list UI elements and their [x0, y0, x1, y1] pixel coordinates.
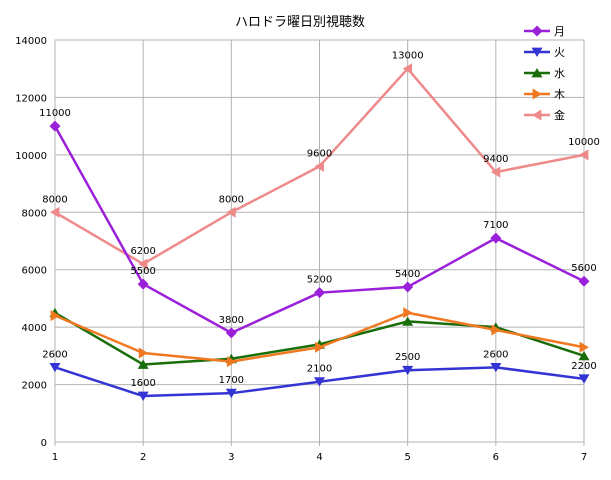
y-tick-label: 2000 [22, 381, 47, 392]
data-point [314, 287, 325, 299]
data-point [402, 365, 414, 376]
x-tick-label: 5 [404, 452, 410, 463]
data-point [50, 206, 60, 218]
data-point [226, 206, 236, 218]
data-label: 3800 [219, 315, 244, 326]
x-tick-label: 6 [493, 452, 499, 463]
data-label: 2200 [571, 361, 596, 372]
legend-marker [531, 47, 543, 57]
axes: 0 2000 4000 6000 8000 10000 12000 14000 1 2 3 4 5 6 7 [15, 36, 587, 463]
data-point [50, 310, 60, 322]
data-labels: 8000 6200 8000 9600 13000 9400 10000 11000 5500 3… [39, 51, 600, 389]
legend-marker [532, 88, 542, 100]
chart-title: ハロドラ曜日別視聴数 [235, 15, 365, 30]
legend-entry: 水 [524, 67, 565, 80]
legend-entry: 金 [524, 108, 565, 122]
legend-marker [531, 68, 543, 78]
data-label: 11000 [39, 108, 71, 119]
series-group [49, 63, 590, 402]
data-point [225, 388, 237, 399]
data-point [225, 327, 237, 339]
y-tick-label: 8000 [22, 208, 47, 219]
series-1 [49, 120, 590, 339]
data-point [491, 324, 501, 336]
data-point [403, 307, 413, 319]
data-point [314, 160, 324, 172]
data-point [579, 341, 589, 353]
data-point [402, 63, 413, 75]
legend-entry: 火 [524, 46, 565, 59]
data-point [490, 166, 501, 178]
series-2 [49, 362, 590, 402]
plot-area-border [54, 39, 585, 443]
data-point [137, 391, 149, 402]
data-point [315, 341, 325, 353]
data-label: 13000 [392, 51, 424, 62]
data-point [578, 350, 590, 361]
data-label: 2600 [42, 349, 67, 360]
legend-label: 木 [554, 88, 565, 101]
data-label: 5400 [395, 269, 420, 280]
legend-marker [532, 109, 542, 121]
data-label: 1700 [219, 375, 244, 386]
y-tick-label: 12000 [15, 93, 47, 104]
data-point [402, 281, 414, 293]
series-4 [50, 307, 589, 368]
data-label: 8000 [219, 194, 244, 205]
y-tick-label: 4000 [22, 323, 47, 334]
data-point [137, 278, 149, 290]
data-point [402, 316, 414, 326]
legend-label: 月 [554, 25, 565, 38]
data-label: 5500 [130, 266, 155, 277]
data-label: 7100 [483, 220, 508, 231]
series-5 [50, 63, 589, 270]
data-point [138, 347, 149, 359]
legend-label: 金 [554, 108, 565, 122]
legend-entry: 木 [524, 88, 565, 101]
y-tick-label: 14000 [15, 36, 47, 47]
data-label: 5200 [307, 275, 332, 286]
data-point [490, 232, 502, 244]
data-point [49, 362, 61, 373]
legend-label: 火 [554, 46, 565, 59]
y-tick-label: 6000 [22, 266, 47, 277]
data-point [49, 120, 61, 132]
x-tick-label: 7 [581, 452, 587, 463]
data-label: 6200 [130, 246, 155, 257]
data-point [138, 258, 148, 270]
data-point [578, 374, 590, 384]
x-tick-label: 2 [140, 452, 146, 463]
data-label: 8000 [42, 194, 67, 205]
data-point [314, 377, 325, 387]
data-label: 1600 [130, 378, 155, 389]
data-point [226, 356, 237, 368]
data-point [490, 362, 502, 373]
data-label: 9400 [483, 154, 508, 165]
data-label: 2600 [483, 349, 508, 360]
data-label: 9600 [307, 148, 332, 159]
legend-entry: 月 [524, 25, 565, 38]
x-tick-label: 1 [52, 452, 58, 463]
x-tick-label: 4 [316, 452, 322, 463]
y-tick-label: 10000 [15, 151, 47, 162]
data-point [579, 149, 589, 161]
data-point [578, 275, 590, 287]
data-label: 2100 [307, 364, 332, 375]
legend-label: 水 [554, 67, 565, 80]
data-label: 5600 [571, 263, 596, 274]
y-tick-label: 0 [41, 438, 47, 449]
x-tick-label: 3 [228, 452, 234, 463]
data-label: 2500 [395, 352, 420, 363]
data-point [137, 359, 149, 369]
data-label: 10000 [568, 137, 600, 148]
legend-marker [531, 25, 543, 37]
